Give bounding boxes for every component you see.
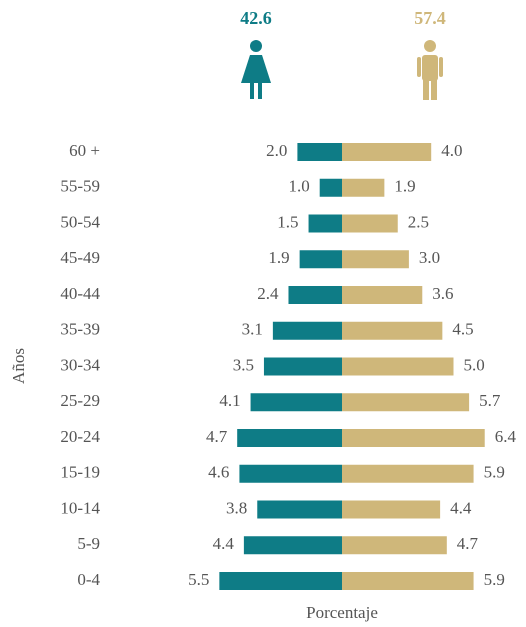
value-label: 5.9 xyxy=(484,570,505,589)
category-label: 55-59 xyxy=(60,177,100,196)
bar xyxy=(342,429,485,447)
bar xyxy=(299,250,342,269)
female-icon xyxy=(241,40,271,99)
value-label: 5.0 xyxy=(464,355,485,374)
bar xyxy=(297,143,342,161)
category-label: 25-29 xyxy=(60,391,100,410)
value-label: 1.5 xyxy=(277,212,298,231)
bar xyxy=(272,321,342,340)
bar xyxy=(263,357,342,376)
value-label: 6.4 xyxy=(495,427,517,446)
value-label: 1.0 xyxy=(288,177,309,196)
female-total: 42.6 xyxy=(240,8,272,28)
value-label: 4.7 xyxy=(457,534,479,553)
value-label: 3.8 xyxy=(226,498,247,517)
category-label: 35-39 xyxy=(60,320,100,339)
value-label: 4.0 xyxy=(441,141,462,160)
value-label: 4.7 xyxy=(206,427,228,446)
bar xyxy=(342,572,474,590)
bar xyxy=(288,286,342,304)
bar xyxy=(308,214,342,233)
value-label: 3.1 xyxy=(242,320,263,339)
y-axis-label: Años xyxy=(9,348,28,384)
category-label: 15-19 xyxy=(60,463,100,482)
bar xyxy=(243,536,342,555)
value-label: 2.0 xyxy=(266,141,287,160)
value-label: 4.4 xyxy=(450,498,472,517)
value-label: 3.6 xyxy=(432,284,453,303)
value-label: 2.4 xyxy=(257,284,279,303)
bar xyxy=(237,429,342,447)
bar xyxy=(319,178,342,197)
value-label: 3.5 xyxy=(233,355,254,374)
bar xyxy=(342,286,423,304)
value-label: 5.5 xyxy=(188,570,209,589)
bar xyxy=(257,500,342,519)
value-label: 1.9 xyxy=(268,248,289,267)
category-label: 20-24 xyxy=(60,427,100,446)
bar xyxy=(342,178,385,197)
value-label: 4.5 xyxy=(452,320,473,339)
category-label: 0-4 xyxy=(77,570,100,589)
category-label: 60 + xyxy=(69,141,100,160)
category-label: 5-9 xyxy=(77,534,100,553)
bar xyxy=(342,214,398,233)
bar xyxy=(342,464,474,483)
male-total: 57.4 xyxy=(414,8,446,28)
value-label: 5.9 xyxy=(484,463,505,482)
bar xyxy=(342,500,441,519)
bar xyxy=(342,143,432,161)
bar xyxy=(219,572,342,590)
value-label: 4.4 xyxy=(213,534,235,553)
value-label: 4.6 xyxy=(208,463,229,482)
bar xyxy=(239,464,342,483)
male-icon xyxy=(417,40,443,100)
bar xyxy=(342,393,470,412)
category-label: 30-34 xyxy=(60,355,100,374)
value-label: 1.9 xyxy=(394,177,415,196)
value-label: 2.5 xyxy=(408,212,429,231)
category-label: 45-49 xyxy=(60,248,100,267)
bar xyxy=(342,250,409,269)
category-label: 10-14 xyxy=(60,498,100,517)
bar xyxy=(342,536,447,555)
x-axis-label: Porcentaje xyxy=(306,603,378,622)
bar xyxy=(250,393,342,412)
value-label: 5.7 xyxy=(479,391,501,410)
bar xyxy=(342,321,443,340)
value-label: 4.1 xyxy=(219,391,240,410)
category-label: 50-54 xyxy=(60,212,100,231)
bar xyxy=(342,357,454,376)
value-label: 3.0 xyxy=(419,248,440,267)
category-label: 40-44 xyxy=(60,284,100,303)
